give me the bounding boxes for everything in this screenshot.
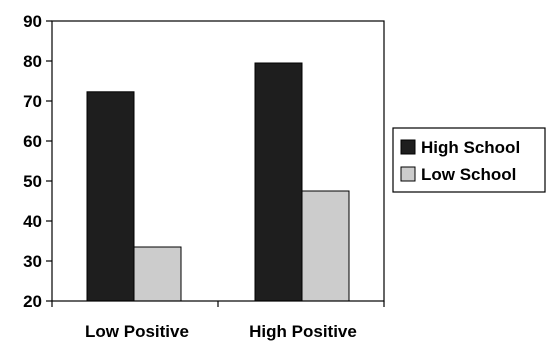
- y-tick-label: 40: [23, 212, 42, 231]
- y-tick-label: 20: [23, 292, 42, 311]
- category-label: High Positive: [249, 322, 357, 341]
- legend-swatch: [400, 139, 416, 155]
- x-axis-category-labels: Low Positive High Positive: [85, 322, 357, 341]
- bar-high-school-high-positive: [254, 62, 303, 302]
- y-axis-ticks: 20 30 40 50 60 70 80 90: [23, 12, 52, 311]
- legend-box: [392, 127, 546, 193]
- bars: [86, 62, 350, 302]
- y-tick-label: 60: [23, 132, 42, 151]
- bar-low-school-low-positive: [133, 246, 182, 302]
- y-tick-label: 80: [23, 52, 42, 71]
- legend-label: High School: [421, 138, 520, 157]
- legend-swatch: [400, 166, 416, 182]
- y-tick-label: 30: [23, 252, 42, 271]
- y-tick-label: 50: [23, 172, 42, 191]
- legend: High School Low School: [392, 127, 546, 193]
- bar-high-school-low-positive: [86, 91, 135, 302]
- x-axis-ticks: [51, 301, 385, 307]
- category-label: Low Positive: [85, 322, 189, 341]
- y-tick-label: 90: [23, 12, 42, 31]
- bar-low-school-high-positive: [301, 190, 350, 302]
- y-tick-label: 70: [23, 92, 42, 111]
- legend-label: Low School: [421, 165, 516, 184]
